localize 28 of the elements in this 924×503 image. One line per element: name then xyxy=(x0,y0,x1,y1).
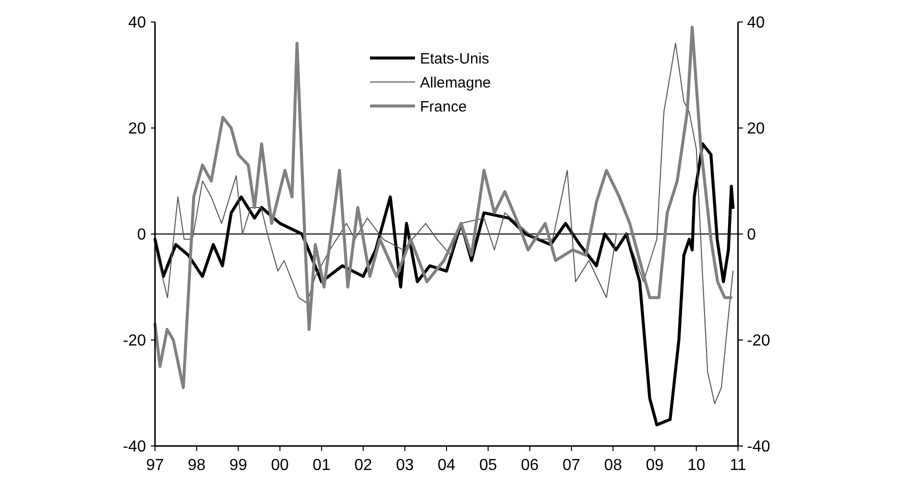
y2-tick-label: -40 xyxy=(747,438,770,456)
x-tick-label: 98 xyxy=(188,457,206,474)
legend-label: France xyxy=(420,98,467,116)
y2-tick-label: 20 xyxy=(747,120,765,138)
x-tick-label: 09 xyxy=(646,457,664,474)
y-tick-label: 40 xyxy=(128,14,146,32)
x-tick-label: 05 xyxy=(479,457,498,474)
y-tick-label: -20 xyxy=(122,332,146,350)
x-tick-label: 08 xyxy=(604,457,622,474)
y2-tick-label: 40 xyxy=(747,14,765,32)
legend-label: Etats-Unis xyxy=(420,50,490,68)
y-tick-label: 0 xyxy=(137,226,146,244)
x-tick-label: 06 xyxy=(520,457,539,474)
x-tick-label: 99 xyxy=(229,457,248,474)
x-tick-label: 11 xyxy=(730,457,746,474)
x-tick-label: 97 xyxy=(146,457,164,474)
y-tick-label: 20 xyxy=(128,120,146,138)
y2-tick-label: -20 xyxy=(747,332,770,350)
x-tick-label: 07 xyxy=(562,457,580,474)
x-tick-label: 01 xyxy=(312,457,331,474)
x-tick-label: 10 xyxy=(687,457,706,474)
y2-tick-label: 0 xyxy=(747,226,756,244)
x-tick-label: 03 xyxy=(396,457,414,474)
y-tick-label: -40 xyxy=(122,438,146,456)
x-tick-label: 00 xyxy=(271,457,289,474)
x-tick-label: 02 xyxy=(354,457,372,474)
x-tick-label: 04 xyxy=(438,457,456,474)
legend-label: Allemagne xyxy=(420,74,491,92)
